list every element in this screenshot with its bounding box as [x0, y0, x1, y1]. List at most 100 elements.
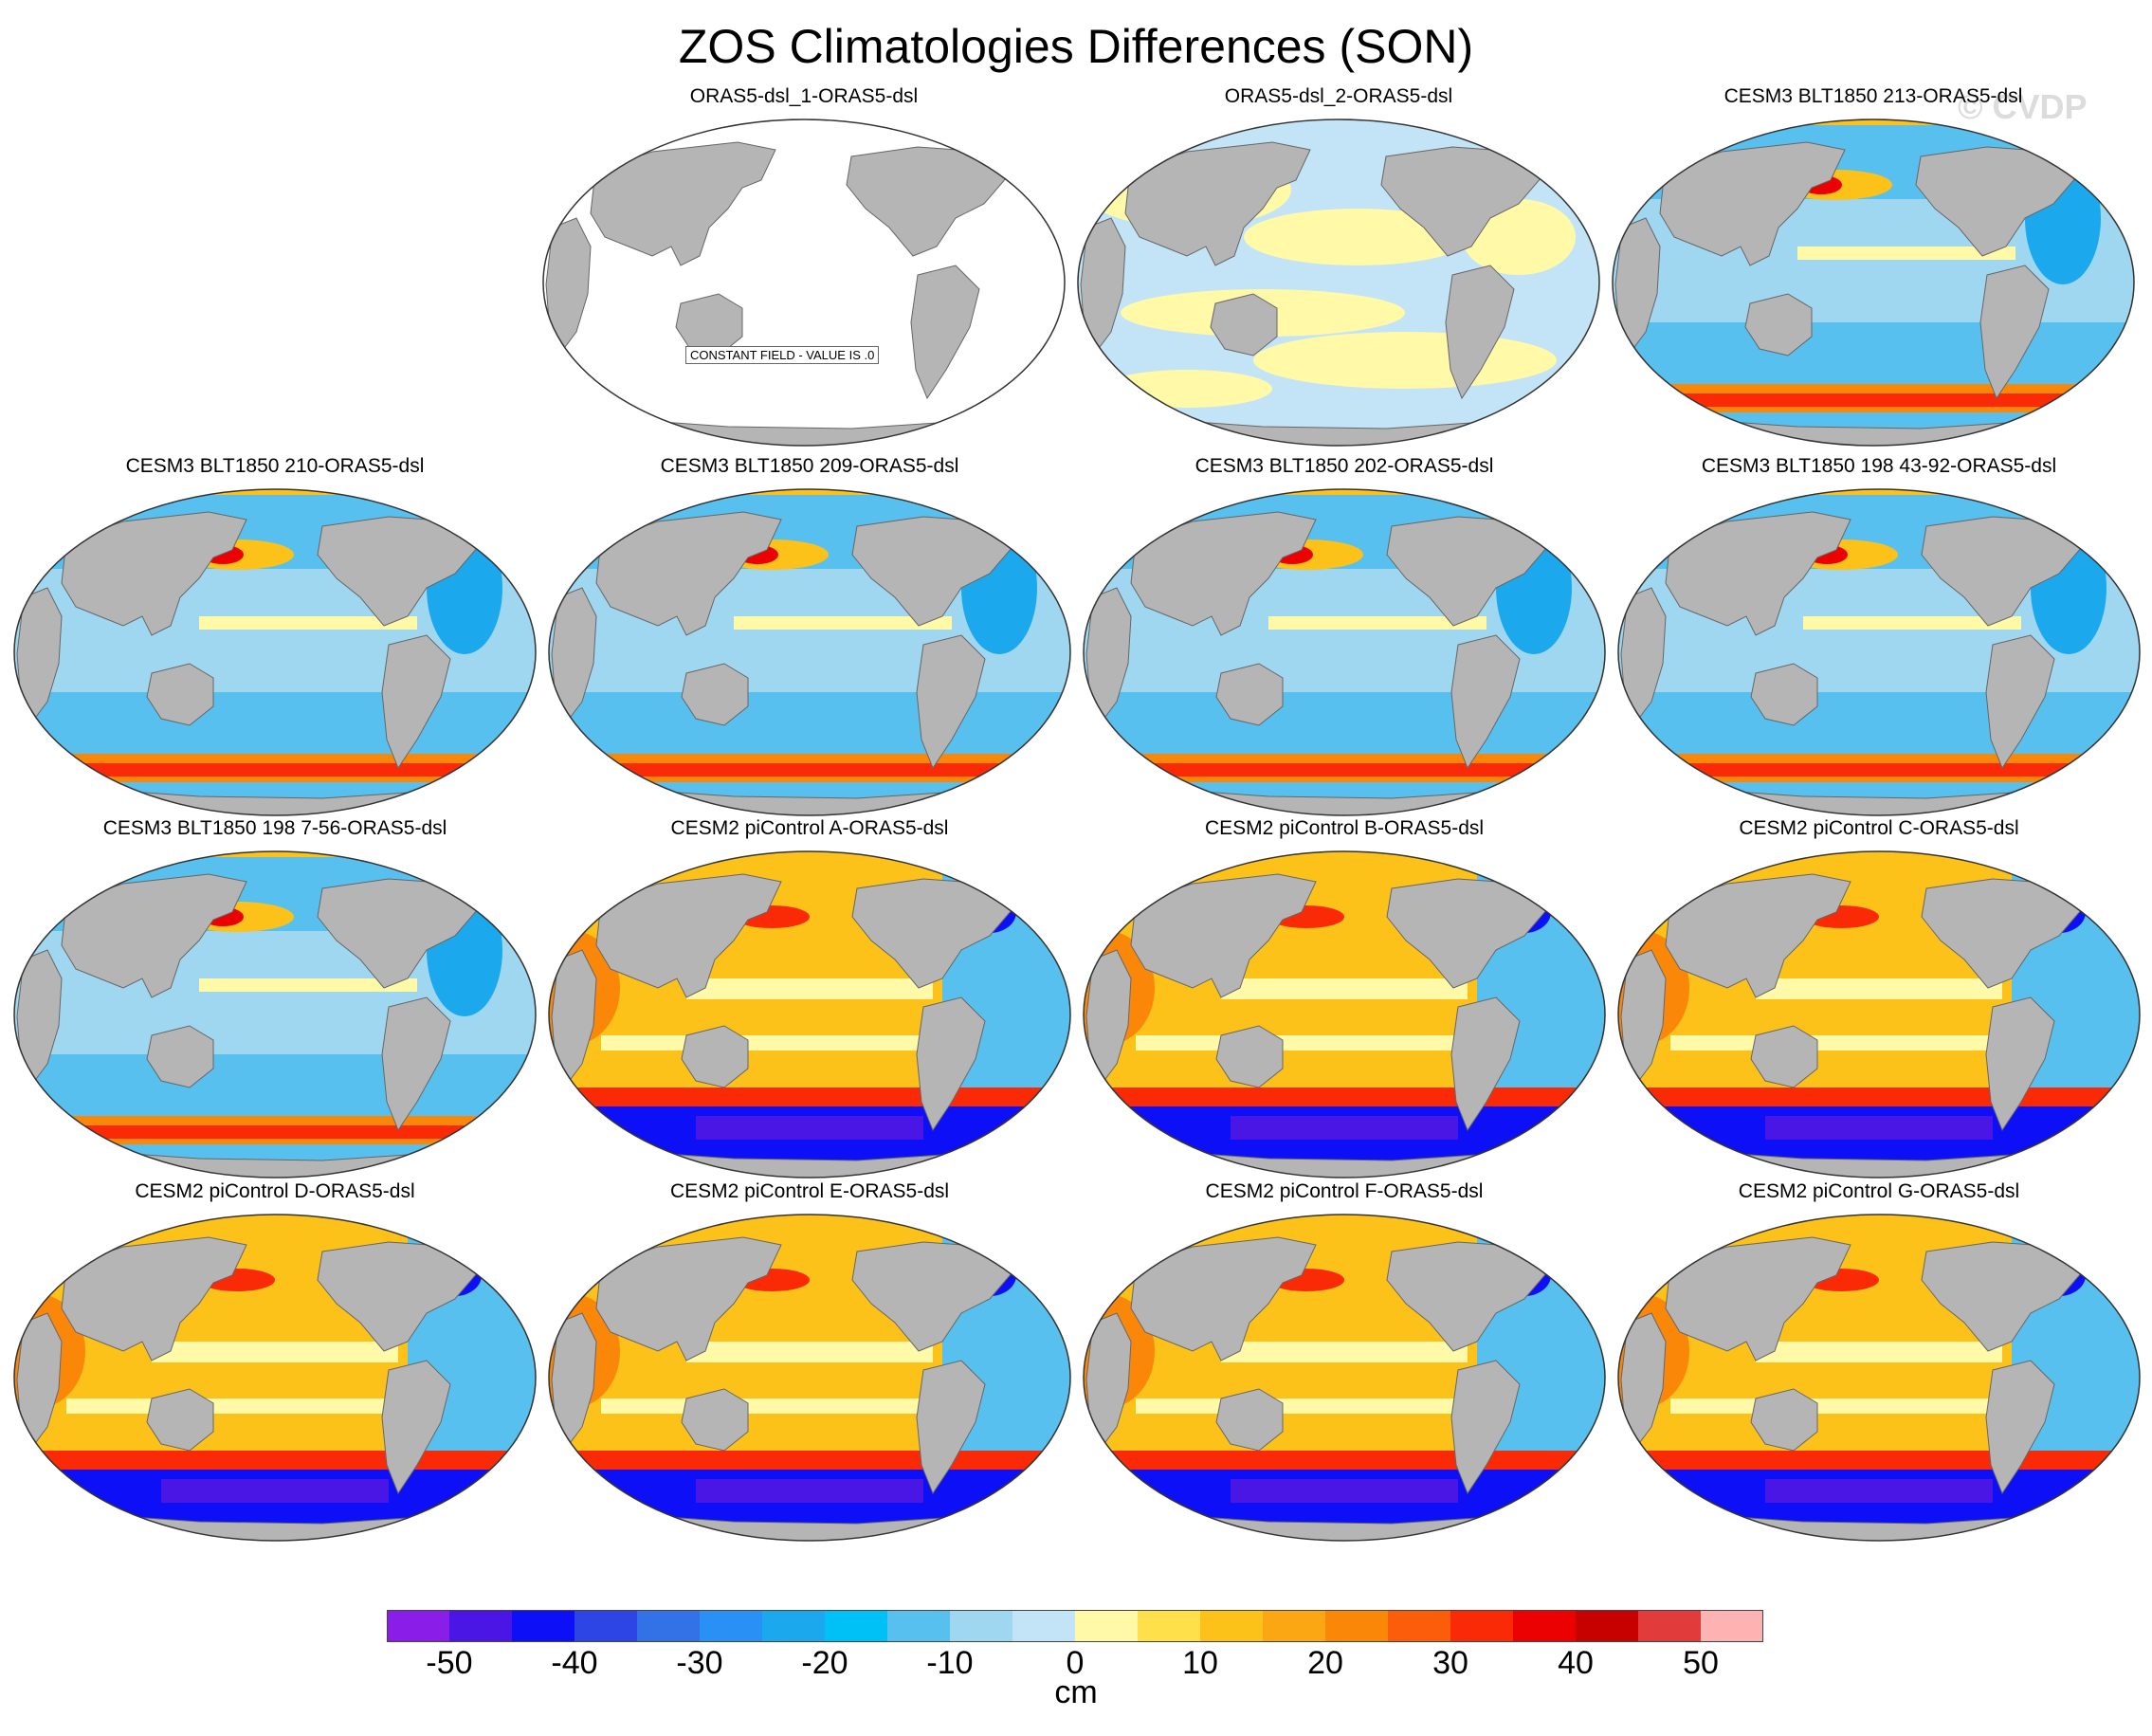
land-mass: [681, 663, 749, 726]
land-mass: [381, 634, 451, 770]
land-mass: [1124, 141, 1311, 266]
subtropical-band: [1136, 1035, 1458, 1051]
land-mass: [1551, 151, 1586, 191]
map-panel: CESM2 piControl F-ORAS5-dsl: [1079, 1180, 1610, 1545]
arctic-band: [1722, 119, 2034, 125]
land-mass: [61, 873, 247, 998]
colorbar-swatch: [1075, 1610, 1139, 1642]
panel-title: CESM2 piControl A-ORAS5-dsl: [670, 817, 949, 839]
panel-title: CESM3 BLT1850 198 43-92-ORAS5-dsl: [1701, 455, 2057, 477]
land-mass: [1665, 873, 1851, 998]
colorbar-ticks: -50 -40 -30 -20 -10 0 10 20 30 40 50: [0, 1645, 2152, 1683]
map-outline: [542, 119, 1066, 447]
robinson-map: [13, 1214, 537, 1542]
land-mass: [146, 1025, 214, 1088]
equatorial-band: [1803, 616, 2021, 630]
arctic-band: [1193, 489, 1505, 495]
land-mass: [551, 587, 597, 722]
subtropical-band: [1670, 1035, 1993, 1051]
southern-ocean-warm: [1618, 1451, 2140, 1470]
land-mass: [1750, 1388, 1818, 1452]
colorbar-swatch: [1701, 1610, 1763, 1642]
map-outline: [1612, 119, 2135, 447]
colorbar-swatch: [887, 1610, 951, 1642]
subtropical-band: [66, 1398, 389, 1414]
map-panel: CESM2 piControl C-ORAS5-dsl: [1614, 817, 2144, 1182]
subtropical-band: [1670, 1398, 1993, 1414]
map-panel: CESM2 piControl D-ORAS5-dsl: [9, 1180, 540, 1545]
watermark: © CVDP: [1958, 87, 2088, 126]
ocean-field: [543, 119, 1065, 446]
land-mass: [1215, 663, 1284, 726]
map-panel: CESM2 piControl E-ORAS5-dsl: [544, 1180, 1075, 1545]
land-mass: [681, 1025, 749, 1088]
map-panel: ORAS5-dsl_2-ORAS5-dsl: [1073, 85, 1604, 450]
panel-title: CESM2 piControl G-ORAS5-dsl: [1738, 1180, 2020, 1202]
equatorial-band: [199, 616, 417, 630]
land-mass: [1210, 293, 1278, 356]
colorbar-swatch: [1325, 1610, 1389, 1642]
land-mass: [1620, 1312, 1667, 1447]
equatorial-band: [686, 1342, 933, 1362]
map-panel: CESM2 piControl G-ORAS5-dsl: [1614, 1180, 2144, 1545]
robinson-map: [1083, 488, 1606, 816]
land-mass: [146, 663, 214, 726]
panel-title: CESM3 BLT1850 209-ORAS5-dsl: [660, 455, 959, 477]
map-outline: [548, 488, 1071, 816]
equatorial-band: [1221, 978, 1468, 999]
land-mass: [1215, 1388, 1284, 1452]
land-mass: [16, 587, 63, 722]
land-mass: [381, 1360, 451, 1495]
southern-ocean-core: [161, 1479, 389, 1503]
colorbar-tick-label: -30: [676, 1645, 723, 1681]
robinson-map: [548, 1214, 1071, 1542]
panel-title: CESM2 piControl F-ORAS5-dsl: [1205, 1180, 1484, 1202]
land-mass: [1557, 521, 1592, 560]
land-mass: [1215, 1025, 1284, 1088]
land-mass: [487, 1246, 522, 1286]
land-mass: [1445, 265, 1515, 400]
land-mass: [910, 265, 980, 400]
figure-title: ZOS Climatologies Differences (SON): [678, 20, 1474, 73]
colorbar-swatch: [1576, 1610, 1639, 1642]
constant-field-label: CONSTANT FIELD - VALUE IS .0: [685, 346, 880, 364]
anomaly-patch: [1244, 209, 1471, 265]
land-mass: [2091, 883, 2126, 923]
colorbar-swatch: [387, 1610, 450, 1642]
land-mass: [595, 873, 782, 998]
map-outline: [1083, 850, 1606, 1179]
southern-ocean-warm: [14, 1451, 536, 1470]
arctic-band: [658, 489, 971, 495]
land-mass: [61, 511, 247, 636]
land-mass: [1450, 634, 1521, 770]
land-mass: [2091, 1246, 2126, 1286]
land-mass: [1620, 587, 1667, 722]
colorbar-tick-label: 0: [1066, 1645, 1085, 1681]
land-mass: [487, 521, 522, 560]
land-mass: [487, 883, 522, 923]
land-mass: [16, 1312, 63, 1447]
colorbar-frame: [387, 1610, 1763, 1642]
southern-ocean-warm: [1618, 1087, 2140, 1106]
land-mass: [1985, 1360, 2055, 1495]
colorbar-unit: cm: [1054, 1674, 1098, 1710]
colorbar: [387, 1610, 1763, 1642]
colorbar-tick-label: 30: [1432, 1645, 1468, 1681]
map-panel: ORAS5-dsl_1-ORAS5-dsl CONSTANT FIELD - VA…: [538, 85, 1069, 450]
land-mass: [595, 1236, 782, 1361]
colorbar-swatch: [1513, 1610, 1577, 1642]
colorbar-swatch: [574, 1610, 638, 1642]
map-panel: CESM3 BLT1850 198 43-92-ORAS5-dsl: [1614, 455, 2144, 820]
colorbar-tick-label: -40: [551, 1645, 598, 1681]
equatorial-band: [734, 616, 952, 630]
southern-ocean-core: [696, 1479, 923, 1503]
map-outline: [548, 1214, 1071, 1542]
map-outline: [13, 850, 537, 1179]
map-panel: CESM2 piControl B-ORAS5-dsl: [1079, 817, 1610, 1182]
colorbar-swatch: [637, 1610, 701, 1642]
robinson-map: [1612, 119, 2135, 447]
colorbar-swatch: [1200, 1610, 1264, 1642]
map-panel: CESM3 BLT1850 198 7-56-ORAS5-dsl: [9, 817, 540, 1182]
southern-ocean-warm: [549, 1451, 1070, 1470]
land-mass: [1022, 1246, 1057, 1286]
